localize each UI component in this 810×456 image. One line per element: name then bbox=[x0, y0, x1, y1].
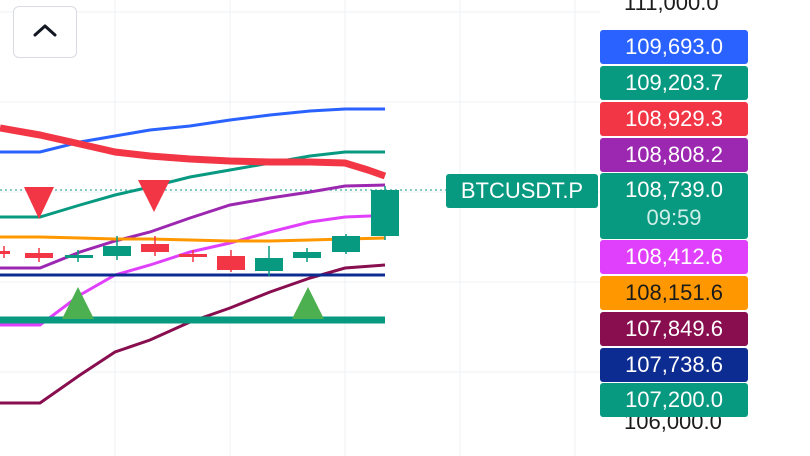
buy-signal-triangle bbox=[292, 287, 324, 319]
indicator-line-green-upper bbox=[0, 150, 385, 219]
current-price-label: 108,739.0 09:59 bbox=[600, 173, 748, 239]
sell-signal-triangle bbox=[138, 180, 170, 212]
price-label-red: 108,929.3 bbox=[600, 102, 748, 136]
price-label-purple: 108,808.2 bbox=[600, 138, 748, 172]
candle-countdown: 09:59 bbox=[646, 205, 702, 230]
candle bbox=[293, 252, 321, 258]
price-label-orange: 108,151.6 bbox=[600, 276, 748, 310]
candlesticks bbox=[0, 186, 399, 276]
candle bbox=[65, 255, 93, 258]
candle bbox=[141, 244, 169, 252]
indicator-line-blue bbox=[0, 107, 385, 154]
candle bbox=[332, 236, 360, 252]
indicator-line-orange bbox=[0, 235, 386, 243]
price-label-navy: 107,738.6 bbox=[600, 348, 748, 382]
indicator-line-red bbox=[0, 124, 387, 180]
chevron-up-icon bbox=[32, 22, 58, 43]
price-label-green-lower: 107,200.0 bbox=[600, 383, 748, 417]
price-label-green: 109,203.7 bbox=[600, 66, 748, 100]
candle bbox=[0, 251, 10, 254]
candle bbox=[25, 253, 53, 258]
axis-tick-top: 111,000.0 bbox=[624, 0, 719, 15]
candle bbox=[179, 254, 207, 257]
indicator-line-maroon bbox=[0, 263, 386, 405]
indicator-line-magenta bbox=[0, 214, 385, 327]
candle bbox=[103, 246, 131, 256]
candle bbox=[255, 258, 283, 271]
price-label-maroon: 107,849.6 bbox=[600, 312, 748, 346]
current-price-value: 108,739.0 bbox=[625, 177, 723, 202]
sell-signal-triangle bbox=[24, 187, 54, 219]
candle bbox=[217, 256, 245, 270]
buy-signal-triangle bbox=[62, 287, 94, 319]
symbol-label[interactable]: BTCUSDT.P bbox=[446, 174, 598, 208]
chart-grid bbox=[0, 0, 600, 456]
candle bbox=[371, 190, 399, 236]
price-label-blue: 109,693.0 bbox=[600, 30, 748, 64]
collapse-button[interactable] bbox=[13, 6, 77, 58]
price-label-magenta: 108,412.6 bbox=[600, 240, 748, 274]
